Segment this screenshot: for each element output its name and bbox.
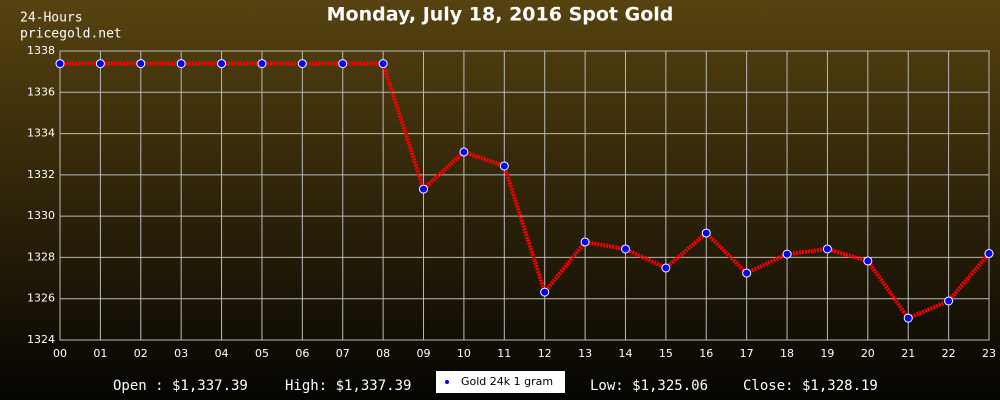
data-point [661, 263, 671, 273]
legend-label: Gold 24k 1 gram [461, 375, 553, 388]
data-point [540, 287, 550, 297]
x-tick-label: 21 [901, 347, 915, 360]
data-point [217, 59, 227, 69]
x-tick-label: 23 [982, 347, 996, 360]
x-tick-label: 22 [942, 347, 956, 360]
x-tick-label: 19 [820, 347, 834, 360]
x-tick-label: 06 [295, 347, 309, 360]
x-tick-label: 04 [215, 347, 229, 360]
data-point [701, 228, 711, 238]
corner-label: 24-Hours [20, 11, 83, 26]
data-point [297, 59, 307, 69]
y-tick-label: 1326 [27, 292, 55, 305]
x-tick-label: 17 [740, 347, 754, 360]
data-point [903, 313, 913, 323]
data-point [742, 268, 752, 278]
y-tick-label: 1336 [27, 85, 55, 98]
data-point [499, 161, 509, 171]
x-tick-label: 15 [659, 347, 673, 360]
series-line [60, 61, 991, 321]
data-point [378, 59, 388, 69]
x-tick-label: 02 [134, 347, 148, 360]
data-point [55, 59, 65, 69]
stat-label: Open : $1,337.39 [113, 378, 248, 394]
y-tick-label: 1324 [27, 333, 55, 346]
data-point [822, 244, 832, 254]
x-tick-label: 14 [618, 347, 632, 360]
x-tick-label: 12 [538, 347, 552, 360]
legend-box [436, 371, 565, 393]
x-tick-label: 11 [497, 347, 511, 360]
legend-marker [445, 380, 449, 384]
data-point [984, 249, 994, 259]
y-tick-label: 1338 [27, 44, 55, 57]
x-tick-label: 09 [417, 347, 431, 360]
data-point [419, 184, 429, 194]
data-point [136, 59, 146, 69]
data-point [620, 244, 630, 254]
stat-label: Low: $1,325.06 [590, 378, 708, 394]
y-tick-label: 1330 [27, 209, 55, 222]
data-point [580, 237, 590, 247]
data-point [459, 147, 469, 157]
y-tick-label: 1328 [27, 250, 55, 263]
stat-label: Close: $1,328.19 [743, 378, 878, 394]
x-tick-label: 20 [861, 347, 875, 360]
x-tick-label: 07 [336, 347, 350, 360]
data-point [782, 249, 792, 259]
stat-label: High: $1,337.39 [285, 378, 411, 394]
data-point [863, 256, 873, 266]
x-tick-label: 00 [53, 347, 67, 360]
x-tick-label: 08 [376, 347, 390, 360]
data-point [257, 59, 267, 69]
x-tick-label: 05 [255, 347, 269, 360]
y-tick-label: 1334 [27, 127, 55, 140]
data-point [176, 59, 186, 69]
x-tick-label: 16 [699, 347, 713, 360]
y-tick-label: 1332 [27, 168, 55, 181]
data-point [338, 59, 348, 69]
data-point [95, 59, 105, 69]
data-point [944, 296, 954, 306]
x-tick-label: 03 [174, 347, 188, 360]
corner-label: pricegold.net [20, 27, 122, 42]
x-tick-label: 10 [457, 347, 471, 360]
x-tick-label: 13 [578, 347, 592, 360]
x-tick-label: 01 [93, 347, 107, 360]
chart-title: Monday, July 18, 2016 Spot Gold [327, 4, 674, 26]
x-tick-label: 18 [780, 347, 794, 360]
